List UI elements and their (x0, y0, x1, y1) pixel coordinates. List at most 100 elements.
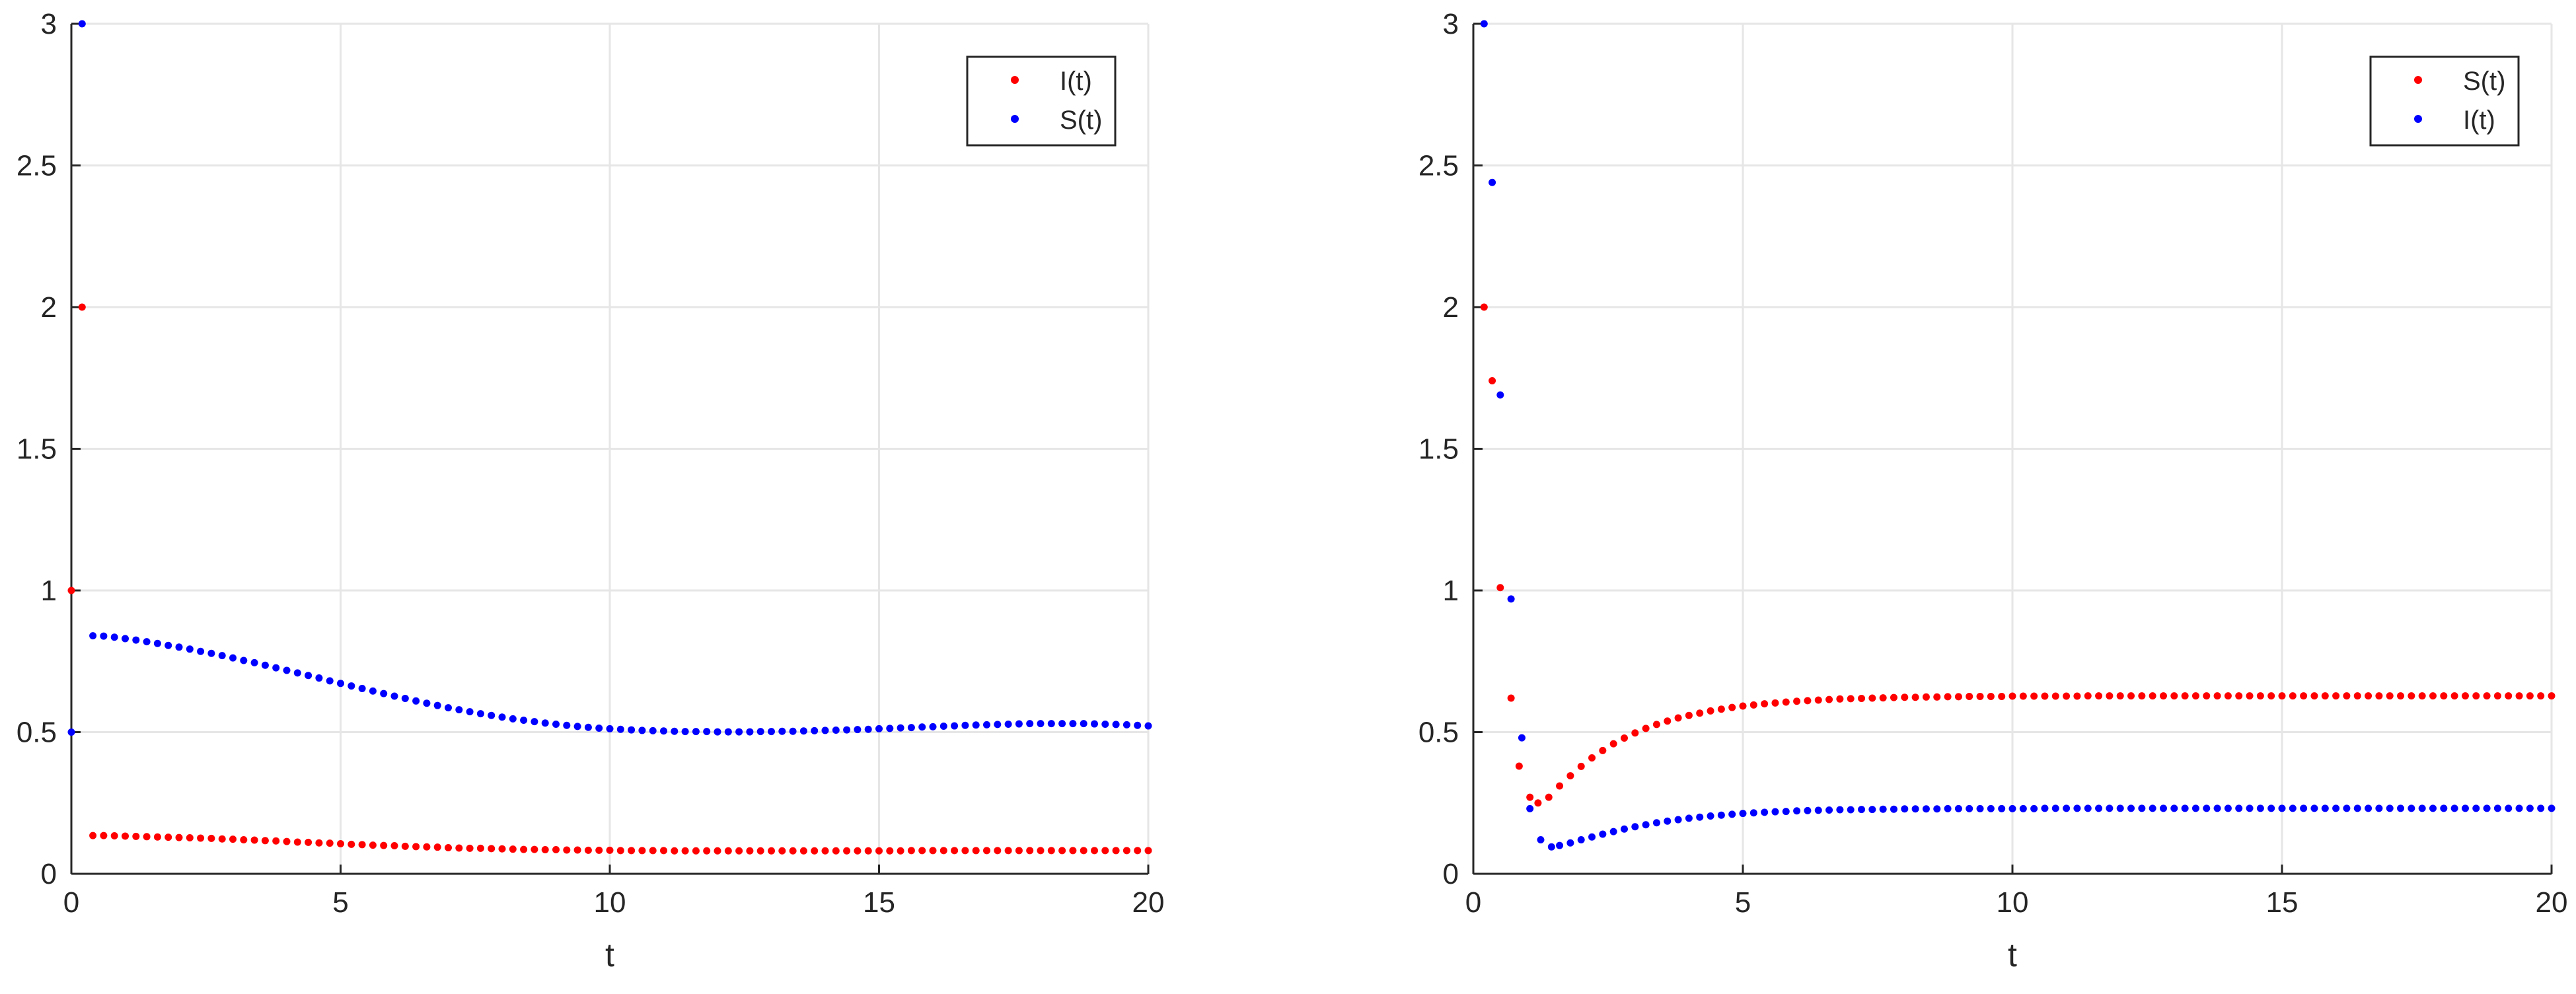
data-point (1761, 700, 1769, 708)
data-point (649, 727, 657, 734)
data-point (1901, 805, 1909, 813)
data-point (1868, 694, 1876, 702)
data-point (1526, 804, 1534, 812)
data-point (78, 20, 86, 28)
data-point (2537, 692, 2545, 700)
y-tick-label: 0 (41, 858, 57, 890)
x-axis-label: t (605, 937, 614, 974)
data-point (972, 721, 980, 729)
data-point (1868, 806, 1876, 814)
data-point (2386, 804, 2394, 812)
data-point (1112, 721, 1120, 728)
legend-entry: S(t) (2463, 67, 2505, 96)
data-point (616, 847, 624, 855)
data-point (606, 846, 614, 854)
data-point (261, 661, 269, 669)
data-point (1739, 702, 1747, 710)
data-point (433, 701, 441, 709)
data-point (1091, 847, 1098, 855)
data-point (2051, 692, 2059, 700)
data-point (207, 649, 215, 657)
data-point (756, 847, 764, 855)
data-point (606, 725, 614, 732)
data-point (1507, 694, 1515, 702)
data-point (455, 844, 463, 852)
data-point (799, 847, 807, 855)
data-point (1566, 839, 1574, 847)
data-point (724, 847, 732, 855)
data-point (714, 728, 721, 736)
data-point (2008, 804, 2016, 812)
data-point (1976, 804, 1984, 812)
data-point (207, 834, 215, 842)
data-point (110, 832, 118, 840)
data-point (671, 847, 679, 855)
data-point (433, 843, 441, 851)
legend-entry: S(t) (1060, 106, 1102, 135)
data-point (445, 704, 452, 712)
data-point (1631, 823, 1639, 831)
data-point (1911, 693, 1919, 701)
data-point (2203, 804, 2211, 812)
data-point (1496, 584, 1504, 592)
data-point (2418, 692, 2426, 700)
data-point (821, 847, 829, 855)
data-point (681, 847, 689, 855)
data-point (2256, 804, 2264, 812)
legend-marker (1011, 115, 1019, 123)
data-point (412, 843, 420, 851)
data-point (2493, 692, 2501, 700)
data-point (2278, 692, 2286, 700)
data-point (2224, 692, 2232, 700)
data-point (1026, 720, 1034, 728)
data-point (1518, 734, 1526, 742)
data-point (2461, 692, 2469, 700)
data-point (2084, 692, 2092, 700)
data-point (1901, 693, 1909, 701)
data-point (1101, 720, 1109, 728)
data-point (390, 842, 398, 850)
data-point (2019, 692, 2027, 700)
data-point (1652, 819, 1660, 827)
data-point (929, 847, 937, 855)
data-point (1652, 721, 1660, 728)
data-point (939, 722, 947, 730)
series-S(t) (1480, 303, 2556, 807)
data-point (2472, 804, 2480, 812)
data-point (638, 727, 646, 734)
data-point (326, 839, 334, 847)
data-point (2332, 804, 2340, 812)
data-point (595, 724, 603, 732)
legend-entry: I(t) (2463, 106, 2495, 135)
data-point (573, 723, 581, 730)
data-point (1534, 799, 1542, 807)
data-point (2116, 692, 2124, 700)
data-point (1685, 814, 1693, 822)
data-point (1782, 808, 1790, 816)
y-tick-label: 0.5 (17, 717, 57, 749)
data-point (1599, 830, 1607, 838)
legend-marker (2414, 115, 2422, 123)
data-point (1069, 847, 1077, 855)
data-point (455, 706, 463, 714)
data-point (498, 845, 506, 853)
data-point (369, 841, 377, 849)
data-point (197, 834, 205, 842)
data-point (2429, 804, 2437, 812)
data-point (1609, 828, 1617, 835)
data-point (1998, 692, 2006, 700)
data-point (89, 832, 97, 839)
data-point (67, 728, 75, 736)
data-point (1620, 825, 1628, 833)
data-point (67, 586, 75, 594)
data-point (1674, 714, 1682, 722)
data-point (2063, 804, 2071, 812)
data-point (1922, 805, 1930, 813)
data-point (1080, 847, 1087, 855)
data-point (2030, 804, 2038, 812)
data-point (1933, 693, 1941, 701)
data-point (143, 638, 151, 646)
data-point (165, 641, 172, 649)
data-point (2321, 692, 2329, 700)
data-point (401, 694, 409, 702)
